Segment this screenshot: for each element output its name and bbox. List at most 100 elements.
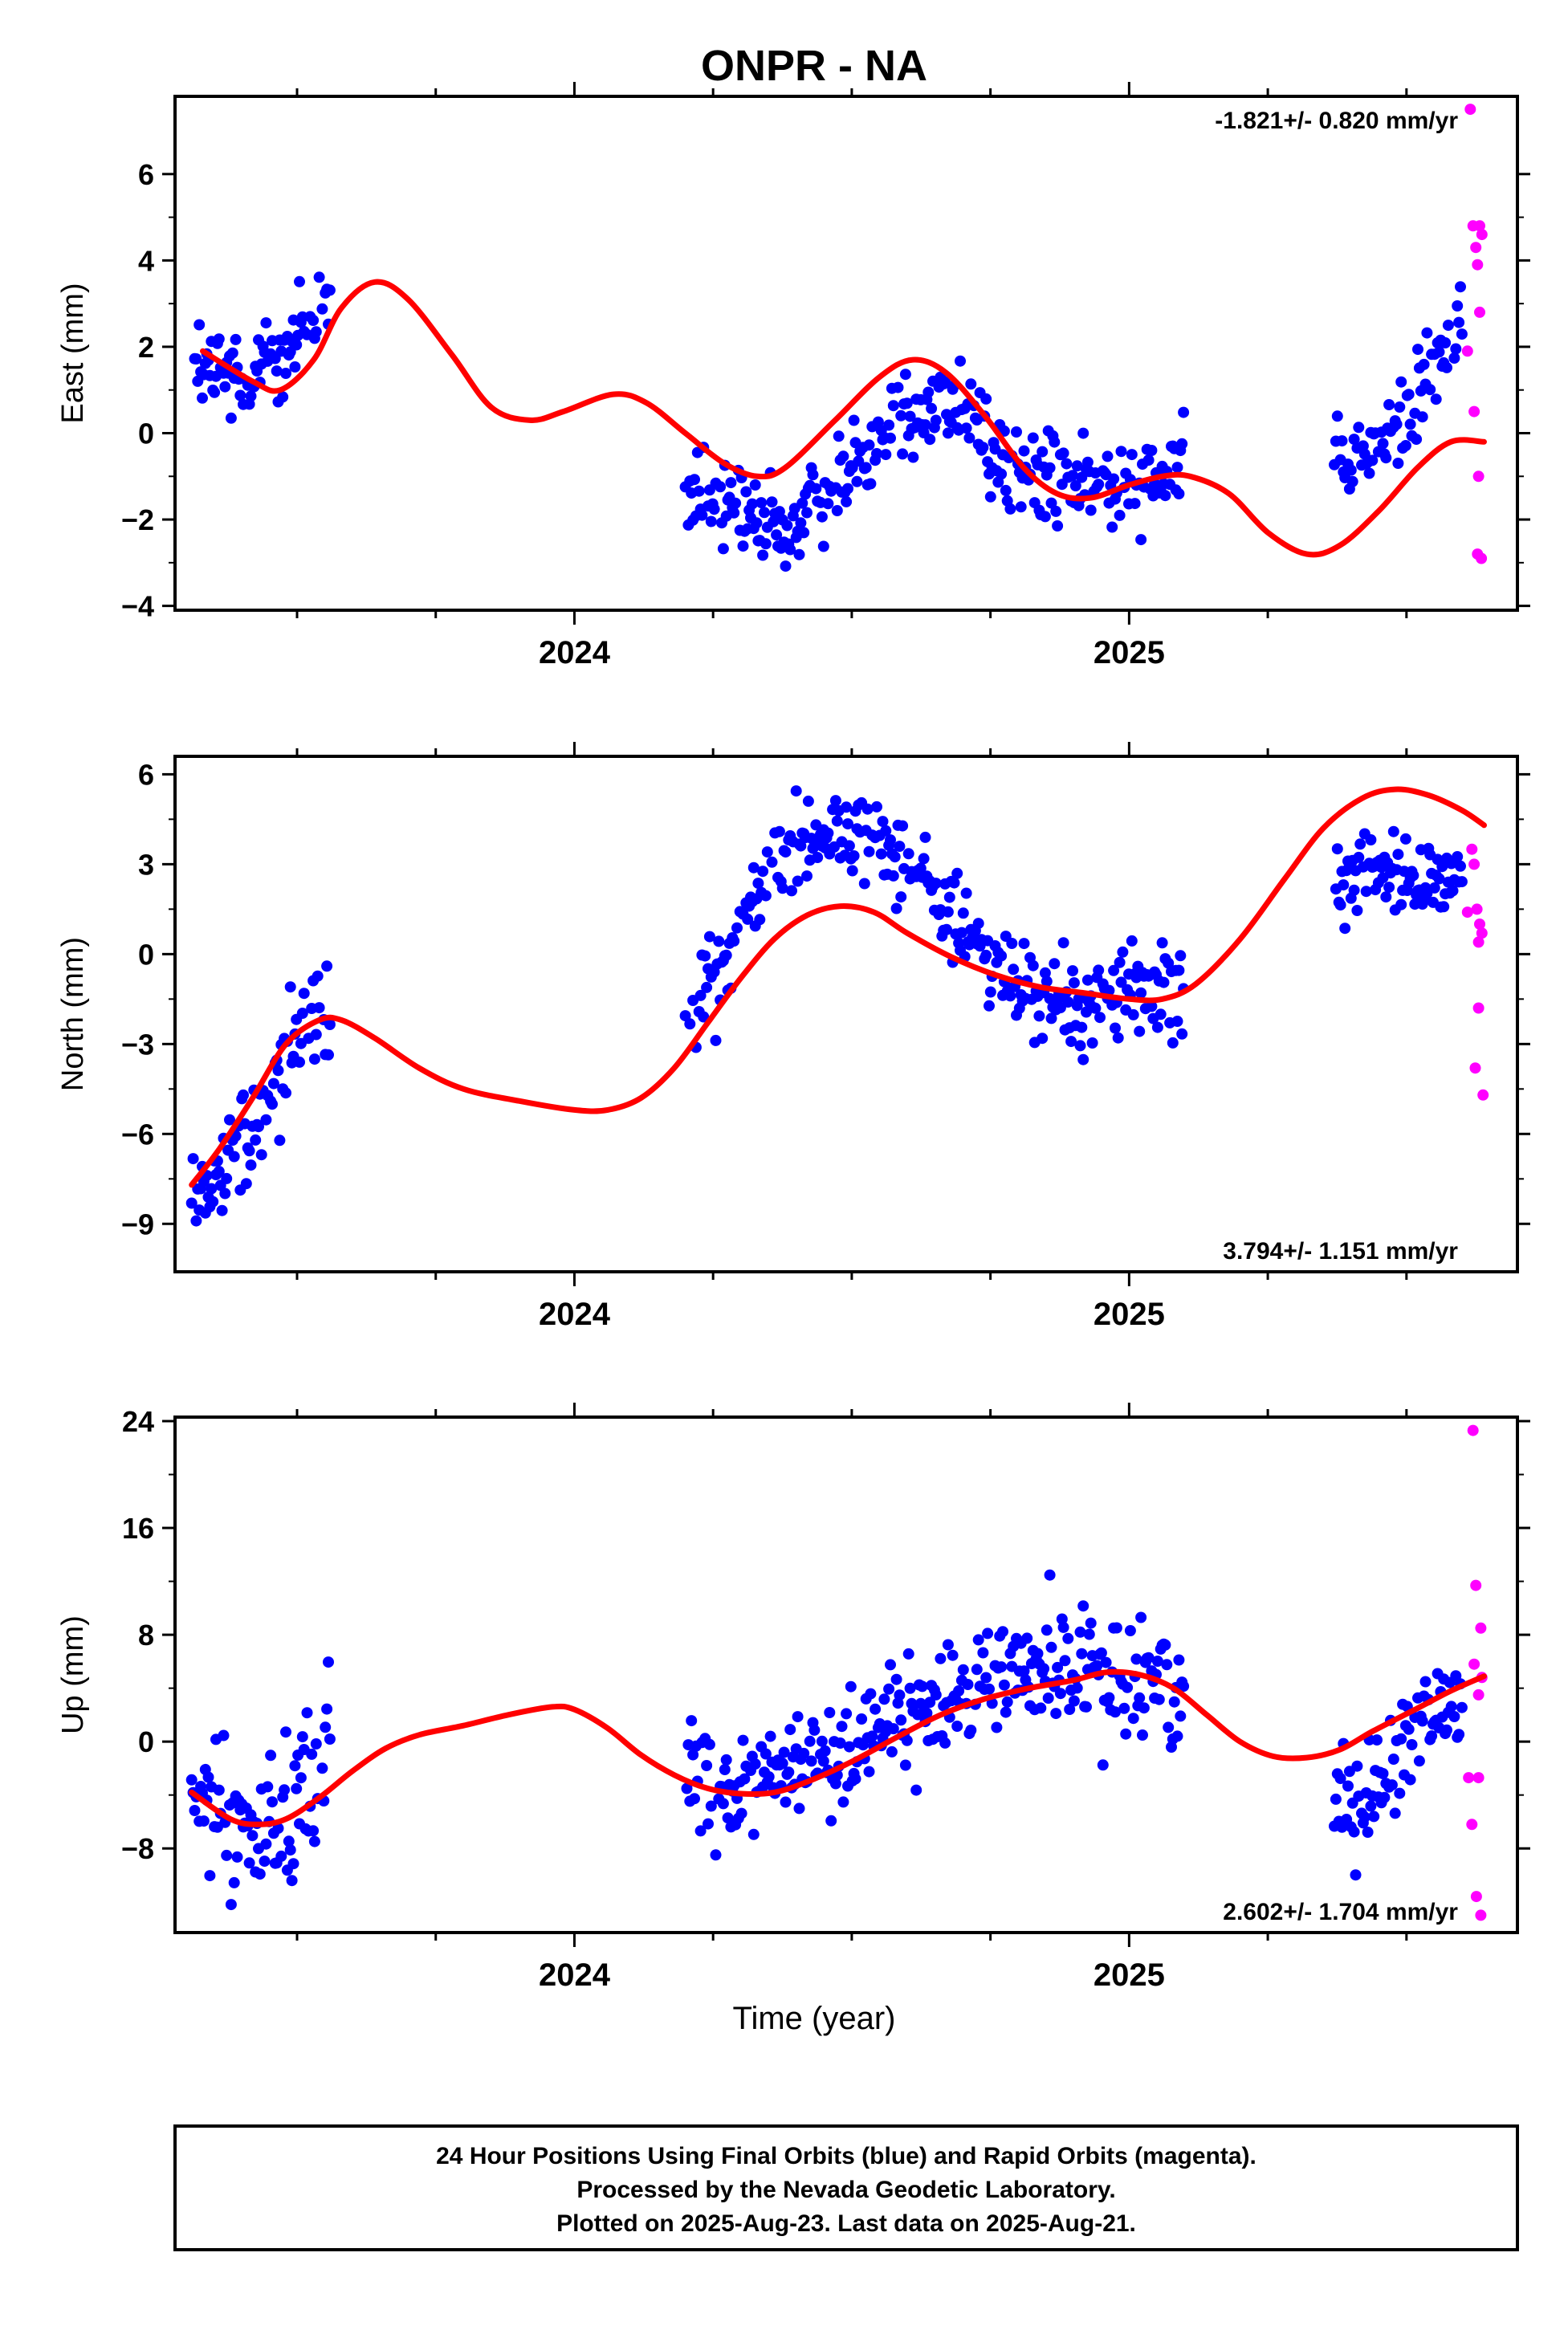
up-final-point-1-240	[1083, 1628, 1095, 1640]
up-final-point-1-37	[747, 1828, 760, 1840]
east-final-point-1-240	[1093, 479, 1105, 491]
up-rapid-point-3	[1468, 1658, 1480, 1670]
up-final-point-1-65	[792, 1711, 804, 1723]
east-final-point-2-11	[1348, 434, 1360, 446]
east-final-point-0-3	[193, 319, 206, 331]
east-rapid-point-8	[1468, 405, 1480, 418]
north-final-points	[185, 785, 1468, 1227]
east-final-point-0-74	[313, 271, 325, 283]
up-final-point-1-228	[1064, 1704, 1076, 1715]
north-final-point-0-2	[190, 1215, 202, 1227]
east-final-point-1-77	[810, 483, 822, 495]
up-final-point-1-220	[1050, 1708, 1062, 1720]
up-final-point-1-210	[1035, 1702, 1047, 1714]
up-final-point-1-201	[1021, 1632, 1033, 1644]
east-model-curve	[200, 279, 1487, 558]
east-final-point-2-4	[1336, 435, 1348, 447]
up-final-point-0-82	[323, 1656, 334, 1668]
east-final-point-1-105	[860, 462, 872, 474]
east-final-point-0-65	[294, 275, 305, 287]
north-final-point-1-27	[728, 935, 740, 947]
north-final-point-1-121	[897, 820, 909, 832]
north-rapid-point-8	[1469, 1062, 1481, 1074]
up-final-point-2-32	[1379, 1791, 1391, 1803]
north-final-point-1-60	[795, 840, 807, 852]
north-final-point-2-77	[1452, 851, 1464, 862]
east-final-point-1-50	[766, 496, 778, 508]
east-final-point-2-2	[1331, 410, 1343, 422]
up-final-point-1-166	[957, 1664, 969, 1676]
north-final-point-0-39	[250, 1134, 262, 1146]
x-axis-label: Time (year)	[733, 2001, 896, 2036]
up-rapid-point-8	[1466, 1819, 1478, 1831]
east-final-point-1-91	[837, 450, 849, 462]
north-final-point-1-107	[875, 848, 887, 860]
up-final-point-1-46	[763, 1771, 775, 1782]
up-final-point-0-48	[267, 1796, 278, 1808]
up-final-point-0-81	[321, 1703, 333, 1715]
north-panel: −9 −6 −3 0 3 6 2024 2025 North (mm) 3.794+/- 1.15…	[56, 742, 1530, 1332]
up-final-point-1-235	[1076, 1648, 1088, 1660]
up-final-point-2-38	[1389, 1807, 1401, 1819]
north-final-point-2-48	[1407, 870, 1419, 882]
east-final-point-2-36	[1394, 401, 1406, 413]
north-final-point-1-64	[801, 870, 813, 882]
up-final-point-0-0	[185, 1774, 198, 1786]
up-final-point-2-21	[1362, 1827, 1374, 1838]
north-final-point-1-9	[701, 981, 713, 993]
east-final-point-2-26	[1377, 438, 1389, 450]
up-final-point-1-91	[834, 1737, 846, 1749]
up-final-point-0-60	[286, 1875, 298, 1887]
up-final-point-2-36	[1386, 1779, 1398, 1791]
up-final-point-0-34	[243, 1857, 255, 1869]
north-final-point-1-52	[780, 846, 792, 858]
north-final-point-1-218	[1057, 937, 1069, 949]
up-final-point-1-199	[1018, 1665, 1030, 1677]
up-final-point-0-59	[284, 1844, 296, 1856]
up-final-point-2-9	[1342, 1780, 1354, 1792]
east-final-point-1-195	[1015, 501, 1027, 513]
up-final-point-1-81	[819, 1745, 831, 1757]
up-final-point-1-19	[717, 1798, 729, 1810]
up-final-point-1-238	[1081, 1701, 1092, 1713]
north-final-point-1-248	[1108, 964, 1120, 976]
up-final-point-1-123	[887, 1723, 899, 1735]
east-final-point-1-112	[872, 416, 884, 428]
up-final-point-1-249	[1097, 1759, 1109, 1771]
up-final-point-1-21	[720, 1754, 732, 1766]
north-xtick-label-1: 2025	[1094, 1297, 1165, 1332]
east-final-point-1-8	[693, 485, 705, 497]
north-final-point-0-19	[216, 1204, 228, 1216]
up-final-point-1-224	[1056, 1613, 1068, 1625]
east-final-point-0-71	[307, 315, 320, 326]
up-final-point-1-248	[1095, 1647, 1107, 1659]
up-final-point-1-233	[1071, 1682, 1083, 1694]
north-final-point-1-278	[1156, 937, 1168, 949]
north-final-point-1-208	[1041, 976, 1053, 988]
up-final-point-1-131	[901, 1734, 913, 1746]
up-final-point-2-41	[1395, 1733, 1407, 1745]
up-final-point-1-94	[841, 1708, 853, 1720]
up-rapid-point-7	[1472, 1772, 1485, 1784]
north-final-point-1-160	[960, 887, 972, 899]
north-final-point-1-50	[776, 882, 788, 894]
north-final-point-1-140	[930, 878, 942, 890]
up-final-point-1-253	[1103, 1692, 1115, 1704]
up-final-point-0-76	[310, 1738, 322, 1750]
east-xtick-label-1: 2025	[1094, 635, 1165, 670]
up-final-point-1-85	[825, 1815, 837, 1827]
north-final-point-1-105	[871, 800, 882, 813]
up-final-point-1-189	[1001, 1696, 1013, 1708]
up-final-point-1-55	[776, 1758, 788, 1770]
up-final-point-0-52	[272, 1823, 284, 1835]
east-final-point-1-276	[1159, 490, 1171, 502]
up-final-point-0-45	[262, 1781, 274, 1793]
north-final-point-1-32	[742, 913, 754, 925]
east-final-point-0-1	[190, 353, 202, 365]
up-final-point-1-178	[982, 1627, 994, 1640]
east-final-point-1-215	[1049, 436, 1061, 448]
up-final-point-2-51	[1413, 1755, 1425, 1767]
east-rapid-point-7	[1461, 345, 1473, 357]
up-final-point-1-186	[997, 1626, 1008, 1638]
north-final-point-0-59	[284, 981, 296, 993]
